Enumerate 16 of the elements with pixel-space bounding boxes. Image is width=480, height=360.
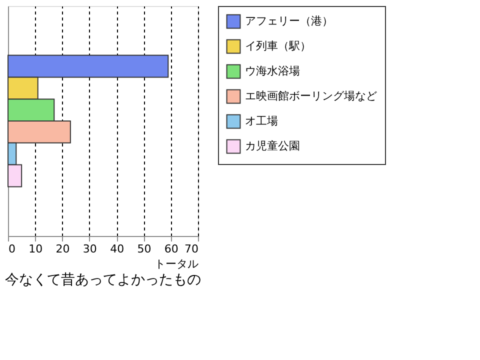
x-tick-label: 20 [56, 242, 70, 256]
legend-label: イ列車（駅） [245, 40, 311, 52]
x-tick-label: 10 [28, 242, 43, 256]
legend-label: オ工場 [245, 114, 278, 128]
x-tick-label: 70 [184, 242, 198, 256]
legend-label: アフェリー（港） [245, 14, 333, 28]
x-tick-label: 40 [110, 242, 124, 256]
x-tick-label: 50 [137, 242, 152, 256]
x-axis-title: トータル [154, 258, 198, 270]
x-tick-label: 60 [164, 242, 178, 256]
legend-label: カ児童公園 [245, 140, 300, 152]
legend-label: ウ海水浴場 [245, 64, 300, 78]
text: 今なくて昔あってよかったもの [5, 272, 201, 288]
x-tick-label: 30 [82, 242, 97, 256]
legend-label: エ映画館ボーリング場など [245, 90, 377, 102]
x-tick-label: 0 [8, 242, 16, 256]
